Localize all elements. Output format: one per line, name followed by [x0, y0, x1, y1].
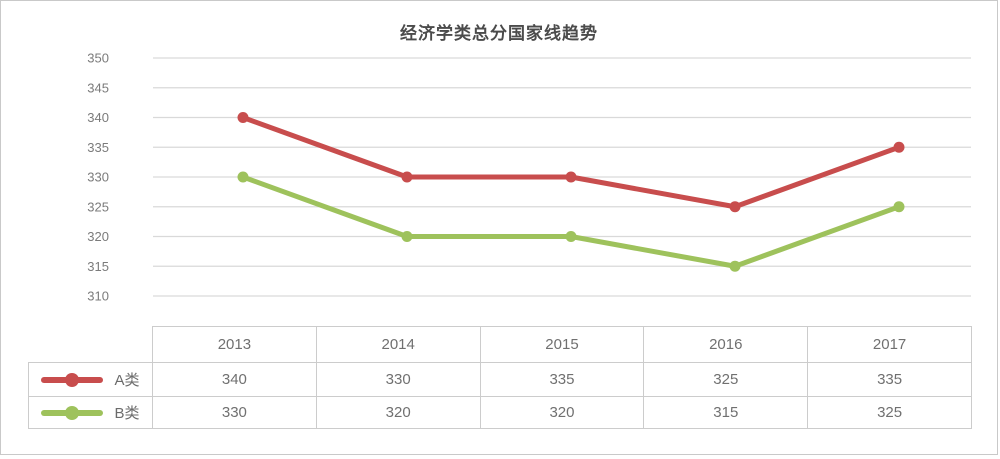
- year-header-2015: 2015: [479, 326, 645, 363]
- value-cell-B类-2016: 315: [643, 396, 809, 429]
- legend-entry: B类: [30, 398, 152, 428]
- series-1-point-2017: [893, 201, 905, 213]
- series-0-point-2014: [401, 171, 413, 183]
- legend-dot-icon: [65, 372, 80, 387]
- legend-entry: A类: [30, 364, 152, 396]
- series-0-point-2016: [729, 201, 741, 213]
- series-0-legend-key-icon: [41, 372, 104, 387]
- year-header-2016: 2016: [643, 326, 809, 363]
- table-header-row: 2013 2014 2015 2016 2017: [28, 326, 972, 363]
- value-cell-B类-2015: 320: [479, 396, 645, 429]
- value-cell-B类-2014: 320: [315, 396, 481, 429]
- legend-cell-B类: B类: [28, 396, 153, 429]
- series-1-point-2015: [565, 231, 577, 242]
- year-header-2013: 2013: [152, 326, 317, 363]
- series-1-point-2013: [237, 171, 249, 183]
- table-row-B类: B类 330 320 320 315 325: [28, 396, 972, 429]
- value-cell-A类-2017: 335: [807, 362, 972, 397]
- data-table: 2013 2014 2015 2016 2017 A类 340 330 335 325 335 B类 3…: [28, 326, 972, 429]
- y-tick-label-345: 345: [87, 80, 109, 95]
- y-tick-label-320: 320: [87, 229, 109, 244]
- series-0-point-2017: [893, 141, 905, 153]
- value-cell-B类-2013: 330: [152, 396, 317, 429]
- value-cell-A类-2013: 340: [152, 362, 317, 397]
- value-cell-A类-2015: 335: [479, 362, 645, 397]
- value-cell-A类-2014: 330: [315, 362, 481, 397]
- series-0-line: [240, 115, 902, 210]
- y-tick-label-310: 310: [87, 289, 109, 304]
- y-tick-label-350: 350: [87, 51, 109, 66]
- series-0-point-2015: [565, 171, 577, 183]
- y-tick-label-315: 315: [87, 259, 109, 274]
- series-1-point-2014: [401, 231, 413, 242]
- value-cell-A类-2016: 325: [643, 362, 809, 397]
- series-label: A类: [114, 372, 140, 389]
- series-1-line: [240, 174, 902, 269]
- y-tick-label-335: 335: [87, 140, 109, 155]
- year-header-2014: 2014: [315, 326, 481, 363]
- series-1-legend-key-icon: [41, 405, 104, 420]
- legend-dot-icon: [65, 405, 80, 420]
- y-tick-label-340: 340: [87, 110, 109, 125]
- table-corner-spacer: [28, 326, 153, 363]
- year-header-2017: 2017: [807, 326, 972, 363]
- y-tick-label-330: 330: [87, 170, 109, 185]
- table-row-A类: A类 340 330 335 325 335: [28, 362, 972, 397]
- y-tick-label-325: 325: [87, 199, 109, 214]
- chart-title: 经济学类总分国家线趋势: [400, 24, 598, 43]
- value-cell-B类-2017: 325: [807, 396, 972, 429]
- series-1-point-2016: [729, 260, 741, 272]
- line-chart-plot: 350 345 340 335 330 325 320 315 310: [87, 51, 971, 304]
- series-0-point-2013: [237, 112, 249, 123]
- legend-cell-A类: A类: [28, 362, 153, 397]
- series-label: B类: [114, 405, 140, 422]
